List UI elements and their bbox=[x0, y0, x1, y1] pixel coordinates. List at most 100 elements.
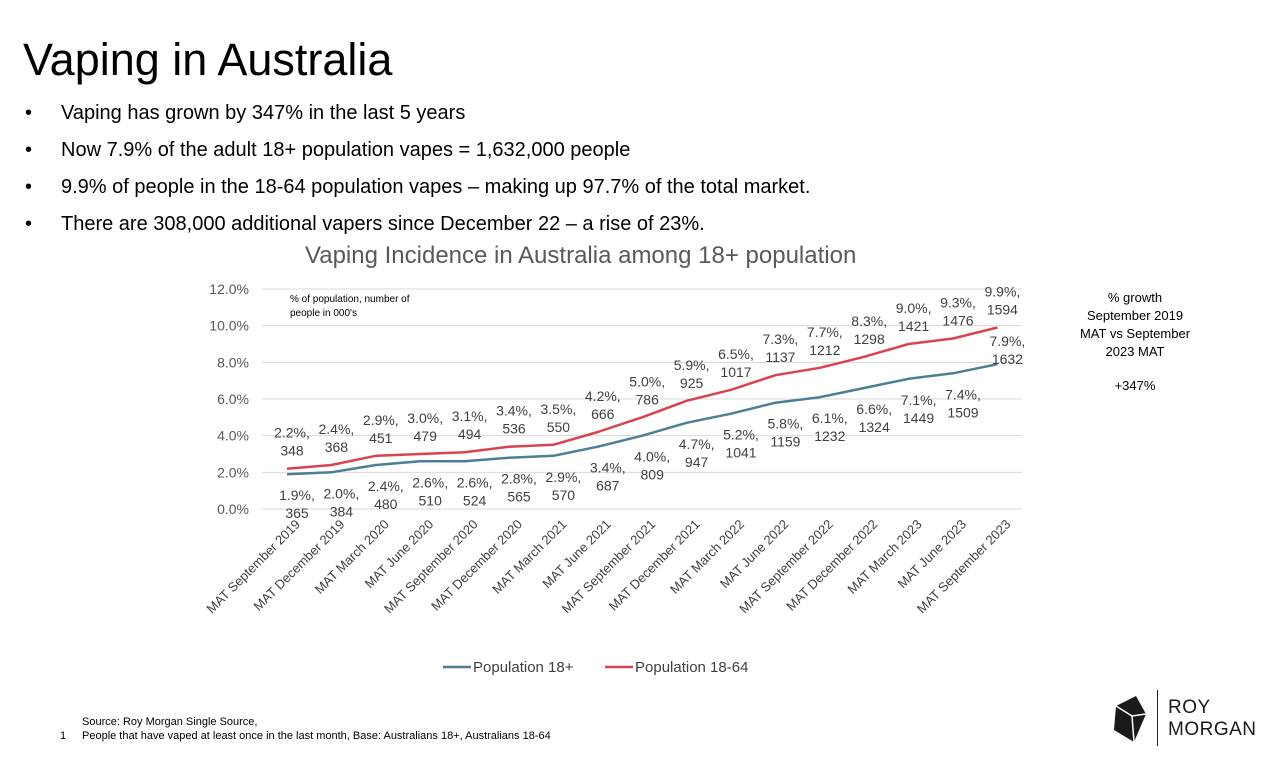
data-label: 1159 bbox=[770, 434, 800, 450]
bullet-item: • There are 308,000 additional vapers sin… bbox=[23, 206, 810, 243]
data-label: 2.4%, bbox=[318, 421, 354, 437]
chart-annotation: % of population, number of bbox=[290, 294, 410, 305]
data-label: 8.3%, bbox=[851, 313, 887, 329]
roy-morgan-logo bbox=[1114, 696, 1147, 743]
data-label: 365 bbox=[285, 505, 309, 521]
logo-line: MORGAN bbox=[1168, 719, 1257, 740]
growth-note-line: 2023 MAT bbox=[1105, 344, 1165, 359]
data-label: 3.0%, bbox=[407, 410, 443, 426]
bullet-text: There are 308,000 additional vapers sinc… bbox=[61, 213, 705, 235]
data-label: 3.5%, bbox=[540, 401, 576, 417]
data-label: 6.5%, bbox=[718, 346, 754, 362]
bullet-text: Now 7.9% of the adult 18+ population vap… bbox=[61, 139, 631, 161]
data-label: 4.7%, bbox=[679, 436, 715, 452]
data-label: 4.0%, bbox=[634, 449, 670, 465]
data-label: 1449 bbox=[903, 410, 934, 426]
data-label: 524 bbox=[463, 492, 487, 508]
data-label: 1632 bbox=[992, 351, 1023, 367]
data-label: 536 bbox=[502, 421, 526, 437]
data-label: 7.1%, bbox=[901, 392, 937, 408]
data-label: 666 bbox=[591, 406, 615, 422]
footnote-number: 1 bbox=[60, 730, 67, 742]
data-label: 1041 bbox=[725, 445, 756, 461]
legend-label: Population 18+ bbox=[473, 659, 574, 676]
y-tick-label: 2.0% bbox=[217, 464, 249, 480]
data-label: 9.9%, bbox=[984, 284, 1020, 300]
data-label: 1324 bbox=[859, 419, 890, 435]
data-label: 1421 bbox=[898, 318, 929, 334]
y-tick-label: 12.0% bbox=[209, 281, 249, 297]
growth-note-line: % growth bbox=[1107, 290, 1163, 305]
growth-note-line: MAT vs September bbox=[1079, 326, 1191, 341]
data-label: 510 bbox=[419, 492, 443, 508]
data-label: 565 bbox=[507, 489, 531, 505]
series-line bbox=[286, 326, 998, 470]
data-label: 5.9%, bbox=[674, 357, 710, 373]
y-tick-label: 0.0% bbox=[217, 501, 249, 517]
footnote-source: Source: Roy Morgan Single Source, bbox=[82, 716, 258, 728]
data-label: 7.3%, bbox=[762, 331, 798, 347]
data-label: 2.9%, bbox=[545, 469, 581, 485]
data-label: 2.9%, bbox=[363, 412, 399, 428]
chart-annotation: people in 000's bbox=[290, 308, 357, 319]
data-label: 348 bbox=[280, 443, 304, 459]
data-label: 384 bbox=[330, 503, 354, 519]
data-label: 1212 bbox=[809, 342, 840, 358]
data-label: 7.7%, bbox=[807, 324, 843, 340]
data-label: 1137 bbox=[765, 349, 795, 365]
data-label: 1232 bbox=[814, 428, 845, 444]
series-line bbox=[286, 362, 998, 476]
bullet-list: • Vaping has grown by 347% in the last 5 … bbox=[23, 95, 810, 243]
bullet-text: 9.9% of people in the 18-64 population v… bbox=[61, 176, 811, 198]
chart-title: Vaping Incidence in Australia among 18+ … bbox=[305, 242, 857, 269]
growth-value: +347% bbox=[1114, 378, 1156, 393]
data-label: 3.4%, bbox=[496, 403, 532, 419]
bullet-marker: • bbox=[25, 102, 33, 124]
bullet-marker: • bbox=[25, 213, 33, 235]
bullet-item: • 9.9% of people in the 18-64 population … bbox=[23, 169, 810, 206]
page-title: Vaping in Australia bbox=[23, 34, 393, 85]
growth-note: % growth September 2019 MAT vs September… bbox=[1060, 289, 1210, 361]
growth-note-line: September 2019 bbox=[1086, 308, 1184, 323]
data-label: 947 bbox=[685, 454, 709, 470]
data-label: 1017 bbox=[720, 364, 751, 380]
data-label: 9.0%, bbox=[896, 300, 932, 316]
data-label: 368 bbox=[325, 439, 349, 455]
data-label: 570 bbox=[552, 487, 576, 503]
data-label: 3.1%, bbox=[452, 408, 488, 424]
data-label: 1.9%, bbox=[279, 487, 315, 503]
data-label: 6.6%, bbox=[856, 401, 892, 417]
data-label: 9.3%, bbox=[940, 295, 976, 311]
logo-wordmark: ROY MORGAN bbox=[1168, 697, 1257, 741]
y-tick-label: 6.0% bbox=[217, 391, 249, 407]
data-label: 3.4%, bbox=[590, 460, 626, 476]
logo-divider bbox=[1157, 690, 1158, 746]
footnote-base: People that have vaped at least once in … bbox=[82, 730, 551, 742]
y-tick-label: 8.0% bbox=[217, 354, 249, 370]
y-tick-label: 10.0% bbox=[209, 318, 249, 334]
data-label: 2.4%, bbox=[368, 478, 404, 494]
data-label: 1298 bbox=[854, 331, 885, 347]
data-label: 5.2%, bbox=[723, 427, 759, 443]
logo-line: ROY bbox=[1168, 697, 1211, 718]
data-label: 550 bbox=[547, 419, 571, 435]
data-label: 687 bbox=[596, 478, 620, 494]
data-label: 2.6%, bbox=[412, 474, 448, 490]
data-label: 6.1%, bbox=[812, 410, 848, 426]
bullet-marker: • bbox=[25, 176, 33, 198]
data-label: 786 bbox=[636, 391, 660, 407]
data-label: 809 bbox=[641, 467, 665, 483]
data-label: 480 bbox=[374, 496, 398, 512]
bullet-text: Vaping has grown by 347% in the last 5 y… bbox=[61, 102, 466, 124]
data-label: 2.2%, bbox=[274, 425, 310, 441]
data-label: 1594 bbox=[987, 302, 1018, 318]
data-label: 7.4%, bbox=[945, 386, 981, 402]
legend-label: Population 18-64 bbox=[635, 659, 748, 676]
data-label: 1509 bbox=[947, 404, 978, 420]
y-tick-label: 4.0% bbox=[217, 428, 249, 444]
footnote: 1 Source: Roy Morgan Single Source, Peop… bbox=[60, 715, 551, 743]
data-label: 4.2%, bbox=[585, 388, 621, 404]
data-label: 451 bbox=[369, 430, 393, 446]
bullet-item: • Vaping has grown by 347% in the last 5 … bbox=[23, 95, 810, 132]
